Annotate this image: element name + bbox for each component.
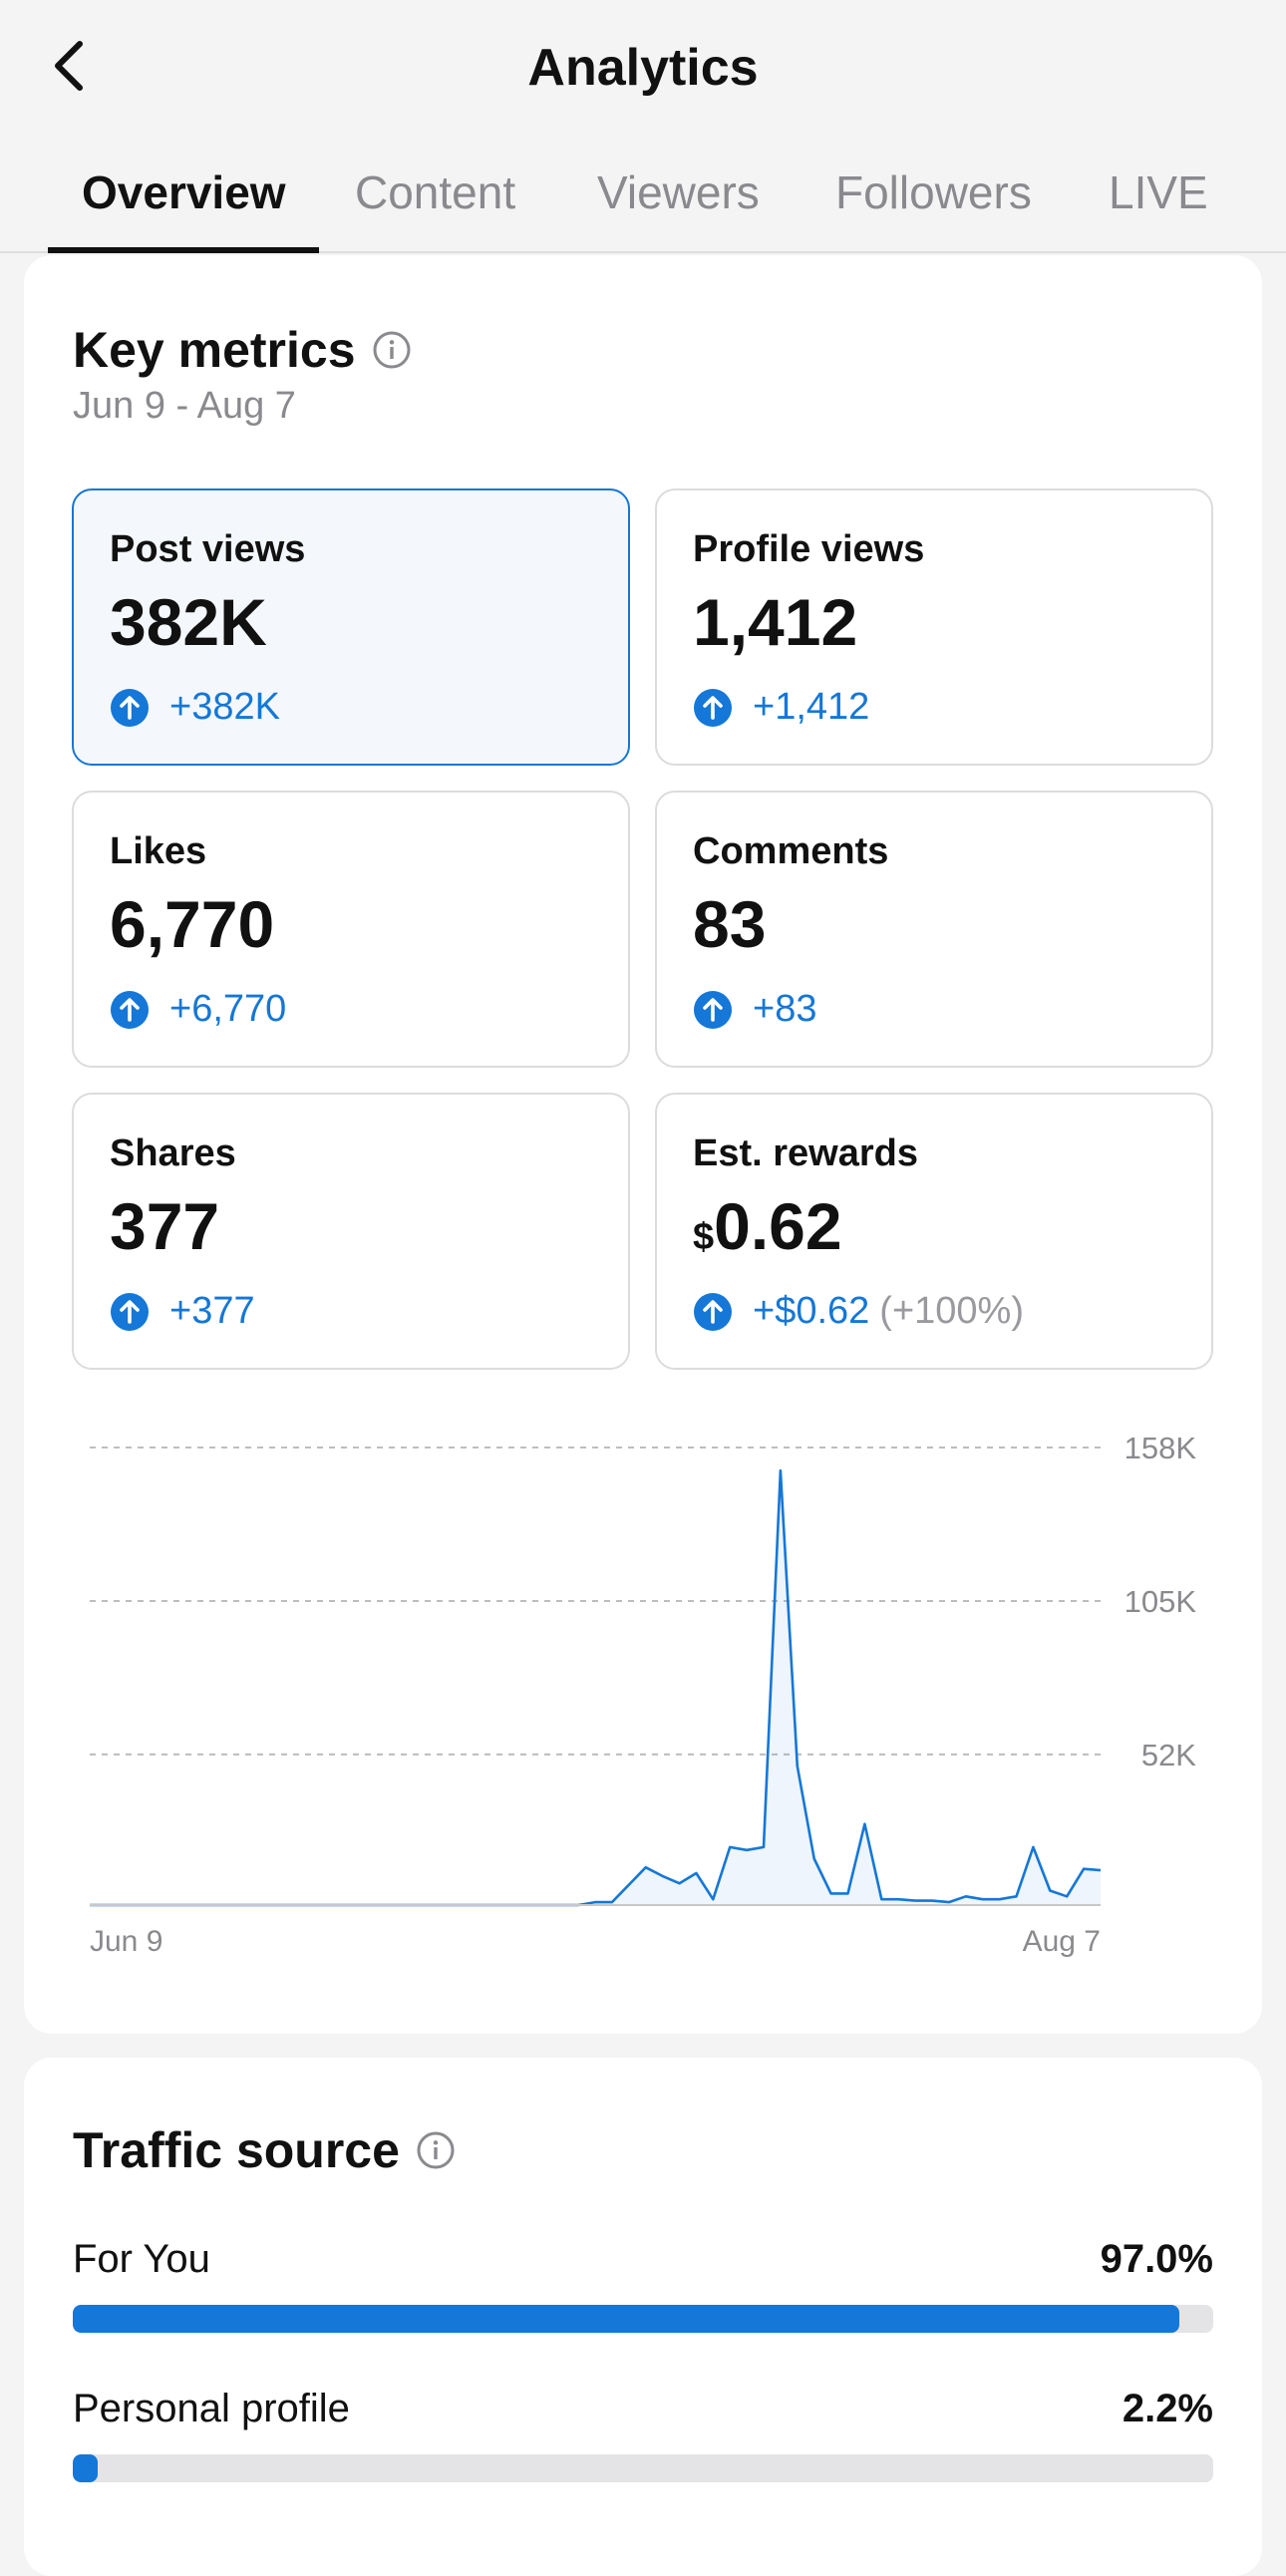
- traffic-pct-personal-profile: 2.2%: [1122, 2387, 1213, 2430]
- chart-grid: 158K 105K 52K: [90, 1431, 1196, 1772]
- info-icon[interactable]: [416, 2130, 456, 2170]
- arrow-up-circle-icon: [111, 688, 149, 727]
- back-button[interactable]: [40, 36, 100, 96]
- info-icon[interactable]: [372, 330, 412, 370]
- key-metrics-card: Key metrics Jun 9 - Aug 7 Post views 382…: [24, 255, 1262, 2034]
- traffic-bar-personal-profile: [73, 2454, 1213, 2482]
- key-metrics-header: Key metrics: [73, 321, 412, 379]
- metric-change-pct: (+100%): [879, 1290, 1024, 1332]
- tab-overview[interactable]: Overview: [82, 166, 286, 218]
- traffic-label-personal-profile: Personal profile: [73, 2387, 350, 2430]
- post-views-chart[interactable]: 158K 105K 52K Jun 9 Aug 7: [24, 255, 1262, 2034]
- page-title: Analytics: [527, 39, 759, 97]
- metric-label: Profile views: [693, 528, 925, 570]
- metric-value: 1,412: [693, 585, 858, 659]
- x-tick-label-start: Jun 9: [90, 1925, 162, 1958]
- traffic-bar-fill: [73, 2305, 1179, 2333]
- metric-label: Likes: [110, 830, 207, 872]
- metric-change-text: +382K: [169, 686, 280, 728]
- metric-change: +6,770: [110, 988, 286, 1031]
- arrow-up-circle-icon: [694, 990, 732, 1029]
- y-tick-label: 52K: [1141, 1738, 1196, 1772]
- metric-change: +$0.62 (+100%): [693, 1290, 1024, 1333]
- key-metrics-title: Key metrics: [73, 322, 356, 378]
- metric-value: 83: [693, 887, 767, 961]
- metric-likes[interactable]: Likes 6,770 +6,770: [72, 791, 630, 1068]
- metric-post-views[interactable]: Post views 382K +382K: [72, 488, 630, 766]
- traffic-label-for-you: For You: [73, 2237, 210, 2281]
- traffic-pct-for-you: 97.0%: [1100, 2237, 1213, 2281]
- metric-change: +377: [110, 1290, 255, 1333]
- metric-label: Shares: [110, 1132, 236, 1174]
- metric-change-text: +$0.62: [753, 1290, 870, 1332]
- metric-change-text: +6,770: [169, 988, 287, 1030]
- metric-est-rewards[interactable]: Est. rewards $0.62 +$0.62 (+100%): [655, 1093, 1213, 1370]
- traffic-source-card: Traffic source For You 97.0% Personal pr…: [24, 2058, 1262, 2576]
- metric-change-text: +83: [753, 988, 817, 1030]
- metric-label: Est. rewards: [693, 1132, 918, 1174]
- tab-content[interactable]: Content: [355, 166, 516, 218]
- traffic-source-title: Traffic source: [73, 2122, 400, 2178]
- metric-change: +1,412: [693, 686, 869, 729]
- traffic-bar-fill: [73, 2454, 99, 2482]
- chart-line: [90, 1468, 1102, 1907]
- metric-value: $0.62: [693, 1188, 842, 1264]
- arrow-up-circle-icon: [694, 688, 732, 727]
- metric-label: Comments: [693, 830, 889, 872]
- metric-label: Post views: [110, 528, 306, 570]
- metric-change: +83: [693, 988, 816, 1031]
- y-tick-label: 158K: [1125, 1431, 1197, 1465]
- metric-value: 377: [110, 1189, 220, 1263]
- chart-area: [90, 1470, 1101, 1905]
- metric-change-text: +1,412: [753, 686, 870, 728]
- chevron-left-icon: [55, 41, 83, 91]
- y-tick-label: 105K: [1125, 1584, 1197, 1619]
- arrow-up-circle-icon: [694, 1292, 732, 1331]
- traffic-bar-for-you: [73, 2305, 1213, 2333]
- metric-change: +382K: [110, 686, 280, 729]
- tab-live[interactable]: LIVE: [1109, 166, 1208, 218]
- arrow-up-circle-icon: [111, 1292, 149, 1331]
- metric-change-text: +377: [169, 1290, 255, 1332]
- date-range: Jun 9 - Aug 7: [73, 385, 296, 427]
- traffic-source-header: Traffic source: [73, 2121, 456, 2179]
- tab-followers[interactable]: Followers: [835, 166, 1032, 218]
- active-tab-indicator: [48, 247, 319, 253]
- currency-symbol: $: [693, 1216, 715, 1258]
- metric-profile-views[interactable]: Profile views 1,412 +1,412: [655, 488, 1213, 766]
- header: Analytics: [0, 0, 1286, 140]
- x-tick-label-end: Aug 7: [1023, 1925, 1101, 1958]
- metric-value-number: 0.62: [714, 1189, 842, 1263]
- metric-comments[interactable]: Comments 83 +83: [655, 791, 1213, 1068]
- arrow-up-circle-icon: [111, 990, 149, 1029]
- tab-viewers[interactable]: Viewers: [597, 166, 760, 218]
- metric-value: 382K: [110, 585, 267, 659]
- metric-value: 6,770: [110, 887, 275, 961]
- tab-bar: Overview Content Viewers Followers LIVE: [0, 150, 1286, 253]
- metric-shares[interactable]: Shares 377 +377: [72, 1093, 630, 1370]
